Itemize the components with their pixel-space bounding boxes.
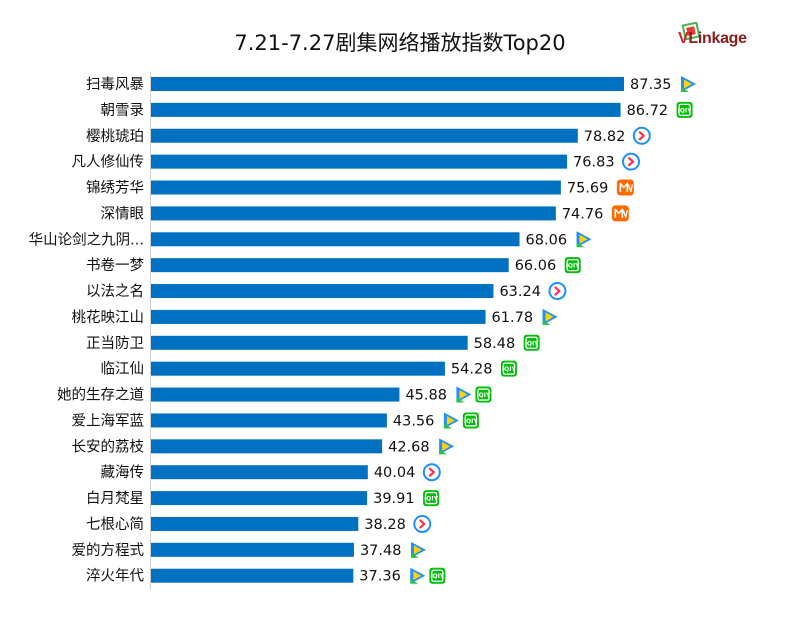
chart-title: 7.21-7.27剧集网络播放指数Top20 <box>234 31 566 55</box>
category-label: 白月梵星 <box>86 490 144 507</box>
category-label: 临江仙 <box>101 361 145 378</box>
bar <box>151 491 368 506</box>
tencent-video-icon <box>681 76 697 92</box>
value-label: 58.48 <box>474 336 516 352</box>
category-label: 爱的方程式 <box>72 542 145 559</box>
category-label: 藏海传 <box>101 464 145 481</box>
iqiyi-icon: iQIY <box>462 412 479 429</box>
mango-tv-icon <box>616 179 634 196</box>
value-label: 40.04 <box>374 465 416 481</box>
bar <box>151 154 568 169</box>
youku-icon <box>622 152 641 171</box>
category-label: 锦绣芳华 <box>86 180 144 197</box>
value-label: 38.28 <box>364 517 406 533</box>
vlinkage-logo-text: VLinkage <box>678 30 747 47</box>
bar <box>151 568 354 583</box>
value-label: 54.28 <box>451 362 493 378</box>
category-label: 深情眼 <box>101 205 145 222</box>
value-label: 86.72 <box>627 103 669 119</box>
bar <box>151 387 400 402</box>
youku-icon <box>632 126 651 145</box>
bar <box>151 439 383 454</box>
vlinkage-logo-icon <box>681 22 701 41</box>
svg-text:iQIY: iQIY <box>424 496 438 503</box>
bar <box>151 77 625 91</box>
bar <box>151 413 387 428</box>
category-label: 长安的荔枝 <box>72 438 145 455</box>
iqiyi-icon: iQIY <box>475 386 492 403</box>
tencent-video-icon <box>410 541 426 558</box>
youku-icon <box>413 514 432 533</box>
tencent-video-icon <box>410 567 426 584</box>
bar <box>151 206 556 221</box>
value-label: 76.83 <box>573 155 615 171</box>
iqiyi-icon: iQIY <box>500 360 517 377</box>
value-label: 37.36 <box>359 569 401 585</box>
value-label: 42.68 <box>388 439 430 455</box>
bar <box>151 128 578 143</box>
bar <box>151 335 468 350</box>
value-label: 68.06 <box>526 232 568 248</box>
value-label: 45.88 <box>405 388 447 404</box>
bar <box>151 102 621 117</box>
category-label: 朝雪录 <box>101 102 145 119</box>
svg-text:iQIY: iQIY <box>678 107 692 114</box>
bar <box>151 232 520 247</box>
tencent-video-icon <box>439 438 455 455</box>
iqiyi-icon: iQIY <box>564 257 581 274</box>
svg-text:iQIY: iQIY <box>502 366 516 373</box>
bar <box>151 309 486 324</box>
category-label: 凡人修仙传 <box>72 154 145 171</box>
value-label: 61.78 <box>492 310 534 326</box>
value-label: 78.82 <box>584 129 626 145</box>
svg-text:iQIY: iQIY <box>566 263 580 270</box>
bar <box>151 258 509 273</box>
value-label: 37.48 <box>360 543 402 559</box>
value-label: 75.69 <box>567 181 609 197</box>
iqiyi-icon: iQIY <box>429 567 446 584</box>
tencent-video-icon <box>542 308 558 325</box>
value-label: 39.91 <box>373 491 415 507</box>
value-label: 74.76 <box>562 206 604 222</box>
value-label: 66.06 <box>515 258 557 274</box>
bar <box>151 542 354 557</box>
category-label: 樱桃琥珀 <box>86 128 144 145</box>
iqiyi-icon: iQIY <box>523 334 540 351</box>
bar <box>151 465 368 480</box>
category-label: 爱上海军蓝 <box>72 412 145 429</box>
category-label: 桃花映江山 <box>72 309 145 326</box>
bar <box>151 284 494 299</box>
value-label: 43.56 <box>393 413 435 429</box>
category-label: 扫毒风暴 <box>86 76 144 93</box>
category-label: 以法之名 <box>86 283 144 300</box>
bar <box>151 180 561 195</box>
svg-text:iQIY: iQIY <box>464 418 478 425</box>
bar <box>151 516 359 531</box>
svg-text:iQIY: iQIY <box>430 573 444 580</box>
value-label: 63.24 <box>499 284 541 300</box>
tencent-video-icon <box>443 412 459 429</box>
category-label: 书卷一梦 <box>86 257 144 274</box>
category-label: 淬火年代 <box>86 568 144 585</box>
category-label: 她的生存之道 <box>57 387 144 404</box>
category-label: 华山论剑之九阴... <box>29 231 144 248</box>
youku-icon <box>548 282 567 301</box>
mango-tv-icon <box>611 205 629 222</box>
category-label: 七根心简 <box>86 516 144 533</box>
iqiyi-icon: iQIY <box>676 101 693 118</box>
tencent-video-icon <box>576 231 592 248</box>
iqiyi-icon: iQIY <box>423 490 440 507</box>
youku-icon <box>422 463 441 482</box>
category-label: 正当防卫 <box>86 335 144 352</box>
value-label: 87.35 <box>630 77 672 93</box>
tencent-video-icon <box>456 386 472 403</box>
svg-text:iQIY: iQIY <box>477 392 491 399</box>
svg-text:iQIY: iQIY <box>525 340 539 347</box>
bar <box>151 361 445 376</box>
